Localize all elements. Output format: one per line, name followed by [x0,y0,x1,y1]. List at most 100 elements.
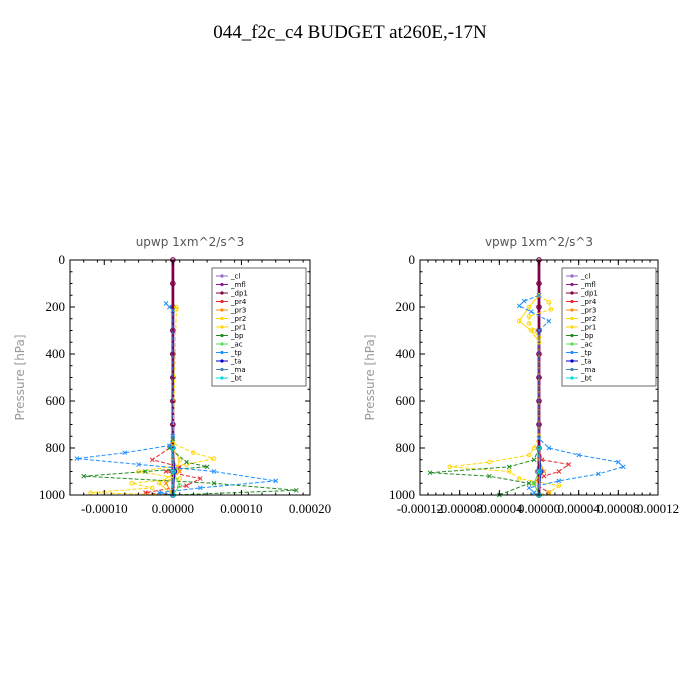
data-point [177,483,183,488]
data-point [536,436,542,441]
legend-marker [570,274,574,278]
series-line-bt [538,447,541,496]
legend-marker [220,376,224,380]
y-axis-label: Pressure [hPa] [363,334,377,420]
data-point [170,445,176,451]
legend-label: _pr3 [230,307,246,315]
x-tick-label: -0.00004 [476,501,523,516]
data-point [516,476,522,481]
legend-marker [220,282,224,287]
data-point [536,328,542,333]
y-tick-label: 600 [46,393,66,408]
data-point [156,490,162,496]
data-point [546,300,552,305]
data-point [526,304,532,310]
data-point [163,480,169,486]
data-point [526,314,532,319]
x-tick-label: -0.00008 [436,501,483,516]
data-point [197,485,203,491]
data-point [149,457,155,463]
legend-marker [570,282,574,287]
y-tick-label: 800 [396,440,416,455]
data-point [149,485,155,491]
legend-label: _tp [230,349,242,357]
data-point [487,473,492,479]
legend-label: _pr4 [230,298,247,306]
legend-label: _bp [580,332,594,340]
panel-1: upwp 1xm^2/s^3 Pressure [hPa] 0 200 400 600 80… [13,235,331,516]
data-point [566,462,572,467]
data-point [526,452,532,458]
legend-label: _pr2 [580,315,596,323]
x-tick-label: 0.00020 [289,501,331,516]
data-point [556,469,562,474]
data-point [576,452,582,458]
x-tick-label: -0.00012 [397,501,444,516]
legend-label: _cl [230,273,240,281]
series-line-ma [536,447,540,496]
legend-marker [570,376,574,380]
legend-label: _ma [230,366,246,374]
data-point [170,308,176,313]
data-point [546,445,552,451]
data-point [163,301,169,306]
data-point [184,459,189,465]
legend-label: _dp1 [580,290,598,298]
data-point [177,469,183,474]
y-tick-label: 1000 [39,487,65,502]
legend-marker [220,367,224,372]
legend-label: _dp1 [230,290,248,298]
legend-marker [570,299,574,304]
series-line-bp [83,438,297,496]
legend-label: _bt [580,375,592,383]
data-point [548,307,554,312]
data-point [427,470,433,476]
y-tick-label: 400 [46,346,66,361]
data-point [204,464,210,470]
legend-marker [220,316,224,321]
data-point [211,480,217,486]
series-line-bp [429,447,540,496]
series-line-pr2 [449,294,561,496]
data-point [143,469,148,474]
data-point [528,328,534,333]
legend: _cl_mfl_dp1_pr4_pr3_pr2_pr1_bp_ac_tp_ta_… [211,267,307,387]
data-point [531,490,537,496]
data-point [74,456,80,461]
legend-label: _ac [580,341,593,349]
data-point [447,464,453,470]
legend-label: _ta [230,358,242,366]
y-tick-label: 0 [409,252,416,267]
x-tick-label: 0.00000 [152,501,194,516]
data-point [129,480,135,486]
data-point [526,321,532,326]
legend-marker [220,350,224,355]
legend-label: _ma [580,366,596,374]
legend-marker [220,359,224,363]
data-point [167,304,172,310]
data-point [506,469,512,474]
legend-label: _cl [580,273,590,281]
legend-label: _pr2 [230,315,246,323]
data-point [211,456,217,461]
data-point [170,280,176,287]
data-point [170,304,176,310]
series-line-ma [170,447,174,496]
data-point [211,469,217,474]
data-point [197,476,203,481]
data-point [536,280,542,287]
legend-marker [570,359,574,363]
data-point [546,318,552,324]
legend-marker [220,299,224,304]
data-point [184,483,189,488]
data-point [596,471,601,477]
legend-label: _mfl [230,281,246,289]
legend-marker [570,367,574,372]
data-point [506,464,512,470]
legend: _cl_mfl_dp1_pr4_pr3_pr2_pr1_bp_ac_tp_ta_… [561,267,657,387]
legend-label: _bt [230,375,242,383]
data-point [156,480,162,486]
data-point [528,309,534,315]
data-point [170,441,176,446]
